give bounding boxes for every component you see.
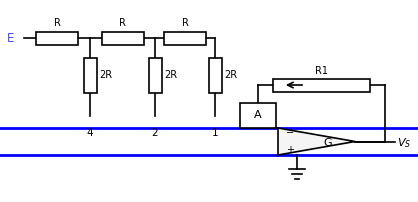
Text: 2R: 2R	[99, 70, 112, 80]
Text: 2R: 2R	[165, 70, 178, 80]
Text: E: E	[7, 32, 14, 44]
Bar	[209, 58, 222, 93]
Text: A: A	[254, 110, 262, 121]
Polygon shape	[278, 128, 355, 155]
Text: −: −	[286, 128, 294, 138]
Text: 2R: 2R	[224, 70, 237, 80]
Bar	[148, 58, 161, 93]
Text: R: R	[181, 18, 189, 27]
Bar	[164, 32, 206, 44]
Text: 1: 1	[212, 128, 218, 138]
Text: R: R	[54, 18, 61, 27]
Text: R1: R1	[315, 65, 328, 76]
Bar	[273, 79, 370, 92]
Bar	[102, 32, 143, 44]
Text: $V_S$: $V_S$	[397, 137, 411, 150]
Text: G: G	[324, 139, 332, 148]
Bar	[84, 58, 97, 93]
Bar	[240, 103, 276, 128]
Bar	[36, 32, 78, 44]
Text: 4: 4	[87, 128, 93, 138]
Text: 2: 2	[152, 128, 158, 138]
Text: +: +	[286, 145, 294, 155]
Text: R: R	[119, 18, 126, 27]
